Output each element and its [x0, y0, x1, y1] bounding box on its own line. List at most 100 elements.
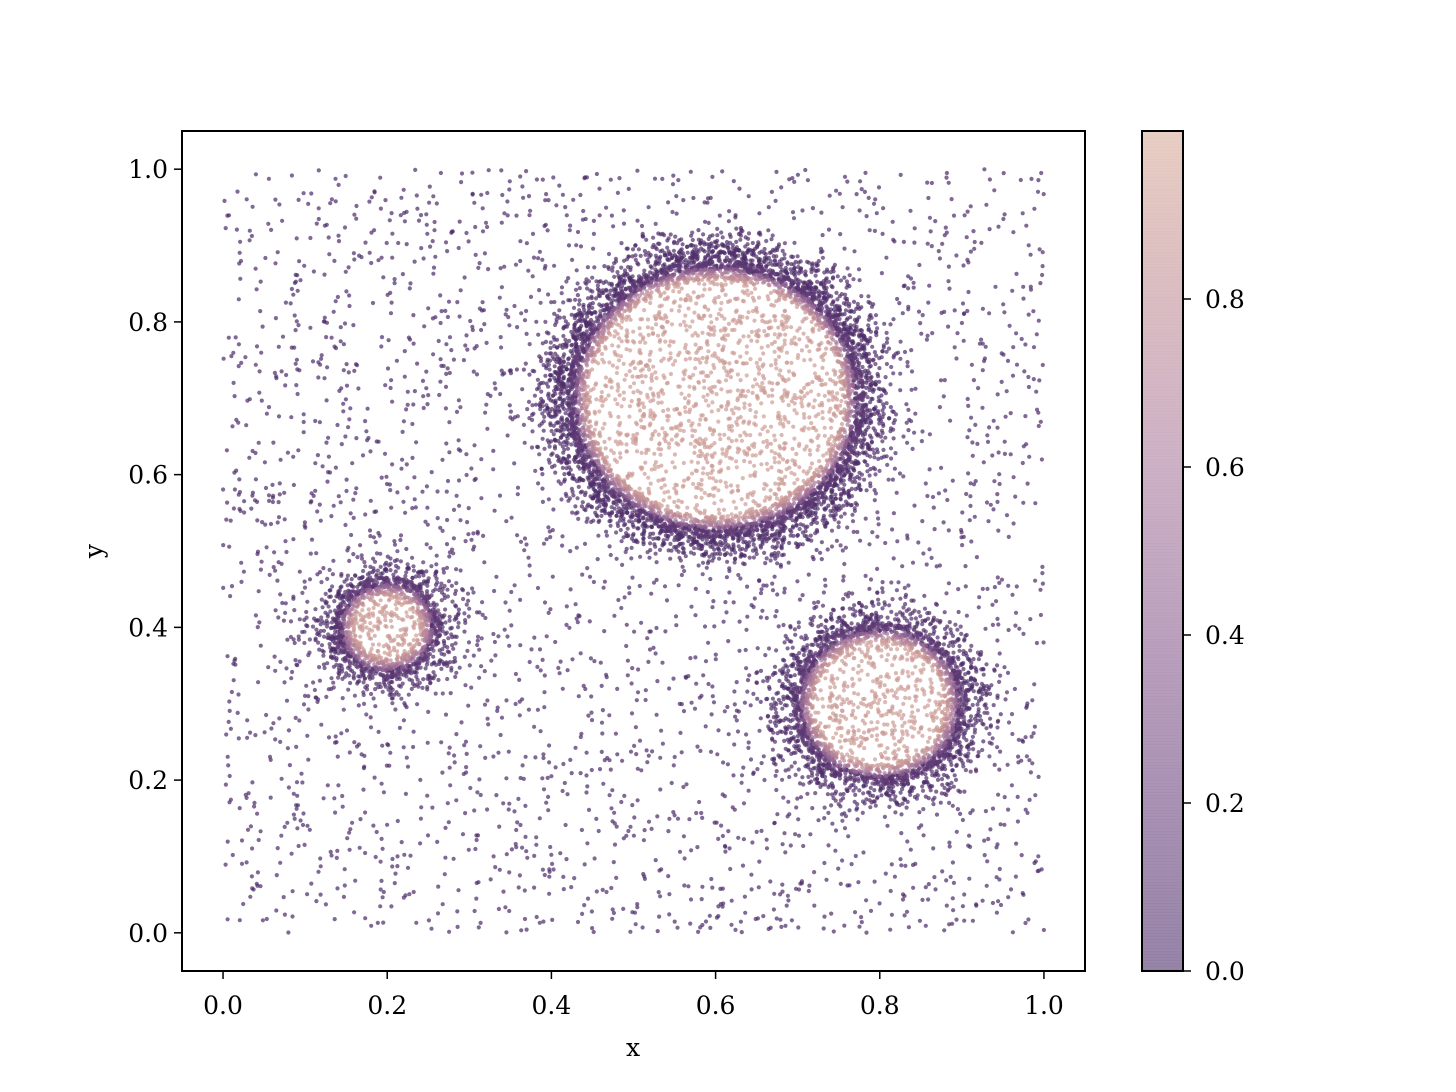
scatter-point — [686, 539, 691, 544]
scatter-point — [427, 200, 432, 205]
scatter-point — [502, 627, 507, 632]
scatter-point — [239, 360, 244, 365]
scatter-point — [995, 663, 1000, 668]
scatter-point — [440, 457, 445, 462]
scatter-point — [597, 186, 602, 191]
scatter-point — [436, 338, 441, 344]
scatter-point — [514, 845, 519, 850]
scatter-point — [748, 703, 753, 708]
scatter-point — [463, 683, 468, 688]
scatter-point — [779, 545, 784, 550]
scatter-point — [621, 208, 626, 213]
scatter-point — [913, 386, 918, 391]
scatter-point — [774, 787, 779, 793]
scatter-point — [843, 292, 848, 297]
scatter-point — [936, 491, 942, 496]
scatter-point — [842, 561, 847, 567]
scatter-point — [540, 404, 545, 409]
scatter-point — [552, 444, 558, 449]
scatter-point — [291, 482, 296, 488]
scatter-point — [888, 426, 894, 431]
scatter-point — [925, 241, 930, 246]
scatter-point — [571, 493, 576, 498]
scatter-point — [614, 502, 619, 507]
scatter-point — [852, 317, 858, 322]
scatter-point — [698, 925, 703, 930]
scatter-point — [296, 448, 301, 453]
scatter-point — [283, 610, 288, 616]
scatter-point — [336, 239, 342, 244]
scatter-point — [521, 422, 527, 427]
scatter-point — [552, 263, 557, 268]
scatter-point — [625, 246, 630, 251]
scatter-point — [668, 556, 673, 561]
scatter-point — [338, 339, 343, 344]
scatter-point — [877, 468, 882, 473]
scatter-point — [786, 898, 791, 903]
scatter-point — [392, 281, 397, 286]
scatter-point — [244, 197, 249, 202]
scatter-point — [948, 874, 953, 880]
scatter-point — [239, 861, 245, 866]
scatter-point — [297, 368, 302, 373]
scatter-point — [380, 895, 385, 900]
scatter-point — [335, 886, 340, 891]
scatter-point — [726, 639, 731, 644]
scatter-point — [942, 309, 947, 314]
scatter-point — [540, 177, 545, 182]
scatter-point — [1013, 610, 1019, 615]
scatter-point — [689, 251, 695, 257]
scatter-point — [369, 230, 374, 235]
scatter-point — [236, 492, 241, 497]
scatter-point — [238, 276, 243, 281]
scatter-point — [245, 398, 250, 403]
scatter-point — [278, 860, 283, 865]
scatter-point — [221, 487, 226, 492]
scatter-point — [876, 456, 881, 461]
scatter-point — [568, 757, 573, 763]
scatter-point — [715, 226, 720, 231]
scatter-point — [869, 374, 874, 380]
scatter-point — [582, 507, 587, 512]
scatter-point — [263, 255, 268, 261]
scatter-point — [316, 206, 321, 211]
scatter-point — [470, 170, 475, 175]
scatter-point — [415, 361, 420, 366]
scatter-point — [384, 474, 389, 479]
scatter-point — [969, 415, 974, 420]
scatter-point — [424, 484, 429, 489]
scatter-point — [509, 847, 514, 852]
scatter-point — [906, 428, 911, 433]
scatter-point — [900, 564, 905, 569]
scatter-point — [699, 693, 704, 699]
scatter-point — [521, 195, 526, 200]
scatter-point — [438, 170, 443, 176]
scatter-point — [624, 533, 629, 539]
scatter-point — [687, 817, 692, 822]
scatter-point — [873, 379, 879, 384]
scatter-point — [282, 824, 287, 830]
scatter-point — [763, 561, 768, 566]
scatter-point — [876, 417, 882, 422]
scatter-point — [1023, 920, 1028, 926]
scatter-point — [981, 460, 986, 465]
scatter-point — [1038, 281, 1043, 286]
scatter-point — [595, 495, 600, 500]
scatter-point — [1036, 868, 1041, 873]
scatter-point — [732, 256, 737, 261]
scatter-point — [926, 882, 931, 887]
scatter-point — [822, 286, 827, 291]
scatter-point — [1040, 581, 1045, 586]
scatter-point — [710, 233, 715, 238]
scatter-point — [222, 198, 227, 203]
scatter-point — [689, 604, 694, 609]
scatter-point — [655, 679, 660, 684]
scatter-point — [622, 268, 628, 273]
scatter-point — [294, 383, 299, 388]
scatter-point — [934, 812, 940, 817]
scatter-point — [629, 556, 634, 561]
scatter-point — [999, 351, 1004, 356]
scatter-point — [513, 262, 519, 267]
scatter-point — [512, 303, 517, 309]
scatter-point — [852, 329, 858, 334]
